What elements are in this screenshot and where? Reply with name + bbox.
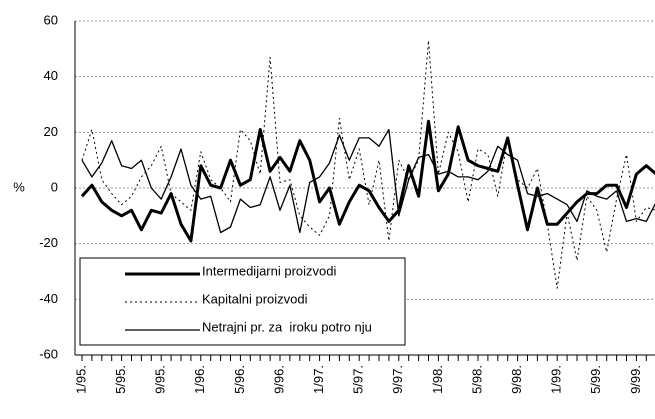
x-tick-label: 9/97. [390,365,405,394]
x-tick-label: 1/98. [430,365,445,394]
x-tick-label: 5/96. [232,365,247,394]
x-tick-label: 1/97. [311,365,326,394]
x-tick-label: 9/98. [509,365,524,394]
legend-label: Intermedijarni proizvodi [202,263,337,278]
y-axis-label: % [13,179,25,194]
y-tick-label: -40 [39,291,58,306]
legend-label: Netrajni pr. za iroku potro nju [202,319,372,334]
x-tick-label: 1/95. [73,365,88,394]
x-tick-label: 5/99. [588,365,603,394]
y-tick-label: 40 [44,68,58,83]
y-tick-label: 20 [44,124,58,139]
x-tick-label: 1/99. [549,365,564,394]
y-tick-label: 60 [44,12,58,27]
y-tick-label: 0 [51,179,58,194]
series-line [81,128,655,234]
series-line [81,40,655,289]
y-tick-label: -60 [39,346,58,361]
x-tick-label: 1/96. [192,365,207,394]
legend-label: Kapitalni proizvodi [202,291,308,306]
series-line [80,119,655,243]
x-tick-label: 9/99. [628,365,643,394]
x-tick-label: 9/95. [153,365,168,394]
x-tick-label: 9/96. [271,365,286,394]
x-tick-label: 5/98. [469,365,484,394]
x-tick-label: 5/95. [113,365,128,394]
x-tick-label: 5/97. [351,365,366,394]
y-tick-label: -20 [39,235,58,250]
